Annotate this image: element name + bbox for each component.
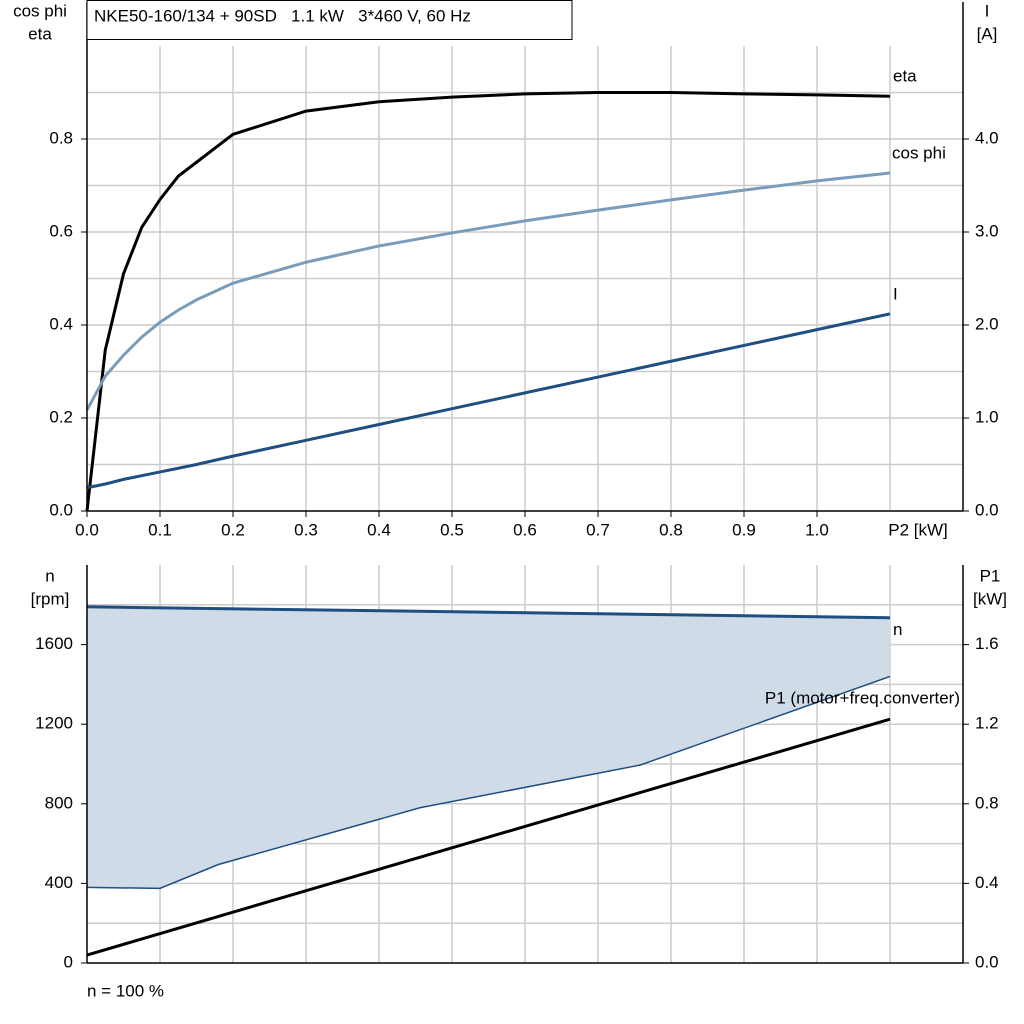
x-tick-label: 0.7 <box>586 520 610 539</box>
title-box <box>86 0 573 40</box>
y-tick-label: 0.0 <box>49 500 73 519</box>
x-tick-label: 0.6 <box>513 520 537 539</box>
x-tick-label: 0.8 <box>659 520 683 539</box>
operating-range <box>87 606 890 889</box>
chart-title: NKE50-160/134 + 90SD 1.1 kW 3*460 V, 60 … <box>94 6 471 25</box>
y-tick-label: 0.4 <box>49 314 73 333</box>
x-tick-label: 0.1 <box>148 520 172 539</box>
y2-tick-label: 1.2 <box>975 714 999 733</box>
series-label: eta <box>893 67 917 86</box>
x-tick-label: 0.5 <box>440 520 464 539</box>
y-axis-label: [rpm] <box>31 589 70 608</box>
y2-axis-label: P1 <box>980 566 1001 585</box>
y-tick-label: 0 <box>64 952 73 971</box>
y2-tick-label: 0.0 <box>975 952 999 971</box>
y-axis-label: eta <box>28 24 52 43</box>
y2-tick-label: 1.6 <box>975 634 999 653</box>
y-tick-label: 0.8 <box>49 128 73 147</box>
y2-axis-label: [kW] <box>973 589 1007 608</box>
y-axis-label: n <box>45 566 54 585</box>
y2-tick-label: 1.0 <box>975 407 999 426</box>
y2-tick-label: 4.0 <box>975 128 999 147</box>
x-tick-label: 0.4 <box>367 520 391 539</box>
note: n = 100 % <box>87 981 164 1000</box>
y-tick-label: 1600 <box>35 634 73 653</box>
y2-tick-label: 3.0 <box>975 221 999 240</box>
series-label: n <box>893 620 902 639</box>
x-tick-label: 0.2 <box>221 520 245 539</box>
y-tick-label: 0.2 <box>49 407 73 426</box>
y-axis-label: cos phi <box>13 1 67 20</box>
x-tick-label: 0.0 <box>75 520 99 539</box>
y2-tick-label: 0.8 <box>975 793 999 812</box>
x-axis-label: P2 [kW] <box>888 520 948 539</box>
y2-tick-label: 2.0 <box>975 314 999 333</box>
y-tick-label: 400 <box>45 873 73 892</box>
y2-tick-label: 0.4 <box>975 873 999 892</box>
series-label: I <box>893 284 898 303</box>
y2-axis-label: I <box>985 1 990 20</box>
series-label: P1 (motor+freq.converter) <box>765 689 960 708</box>
series-line <box>86 717 891 957</box>
y-tick-label: 0.6 <box>49 221 73 240</box>
series-line <box>86 675 891 890</box>
y2-tick-label: 0.0 <box>975 500 999 519</box>
series-label: cos phi <box>892 143 946 162</box>
y-tick-label: 800 <box>45 793 73 812</box>
series-line <box>86 312 891 490</box>
series-line <box>85 91 891 512</box>
series-line <box>86 605 891 620</box>
x-tick-label: 0.3 <box>294 520 318 539</box>
x-tick-label: 0.9 <box>732 520 756 539</box>
x-tick-label: 1.0 <box>805 520 829 539</box>
series-line <box>85 171 891 411</box>
y2-axis-label: [A] <box>977 24 998 43</box>
y-tick-label: 1200 <box>35 714 73 733</box>
